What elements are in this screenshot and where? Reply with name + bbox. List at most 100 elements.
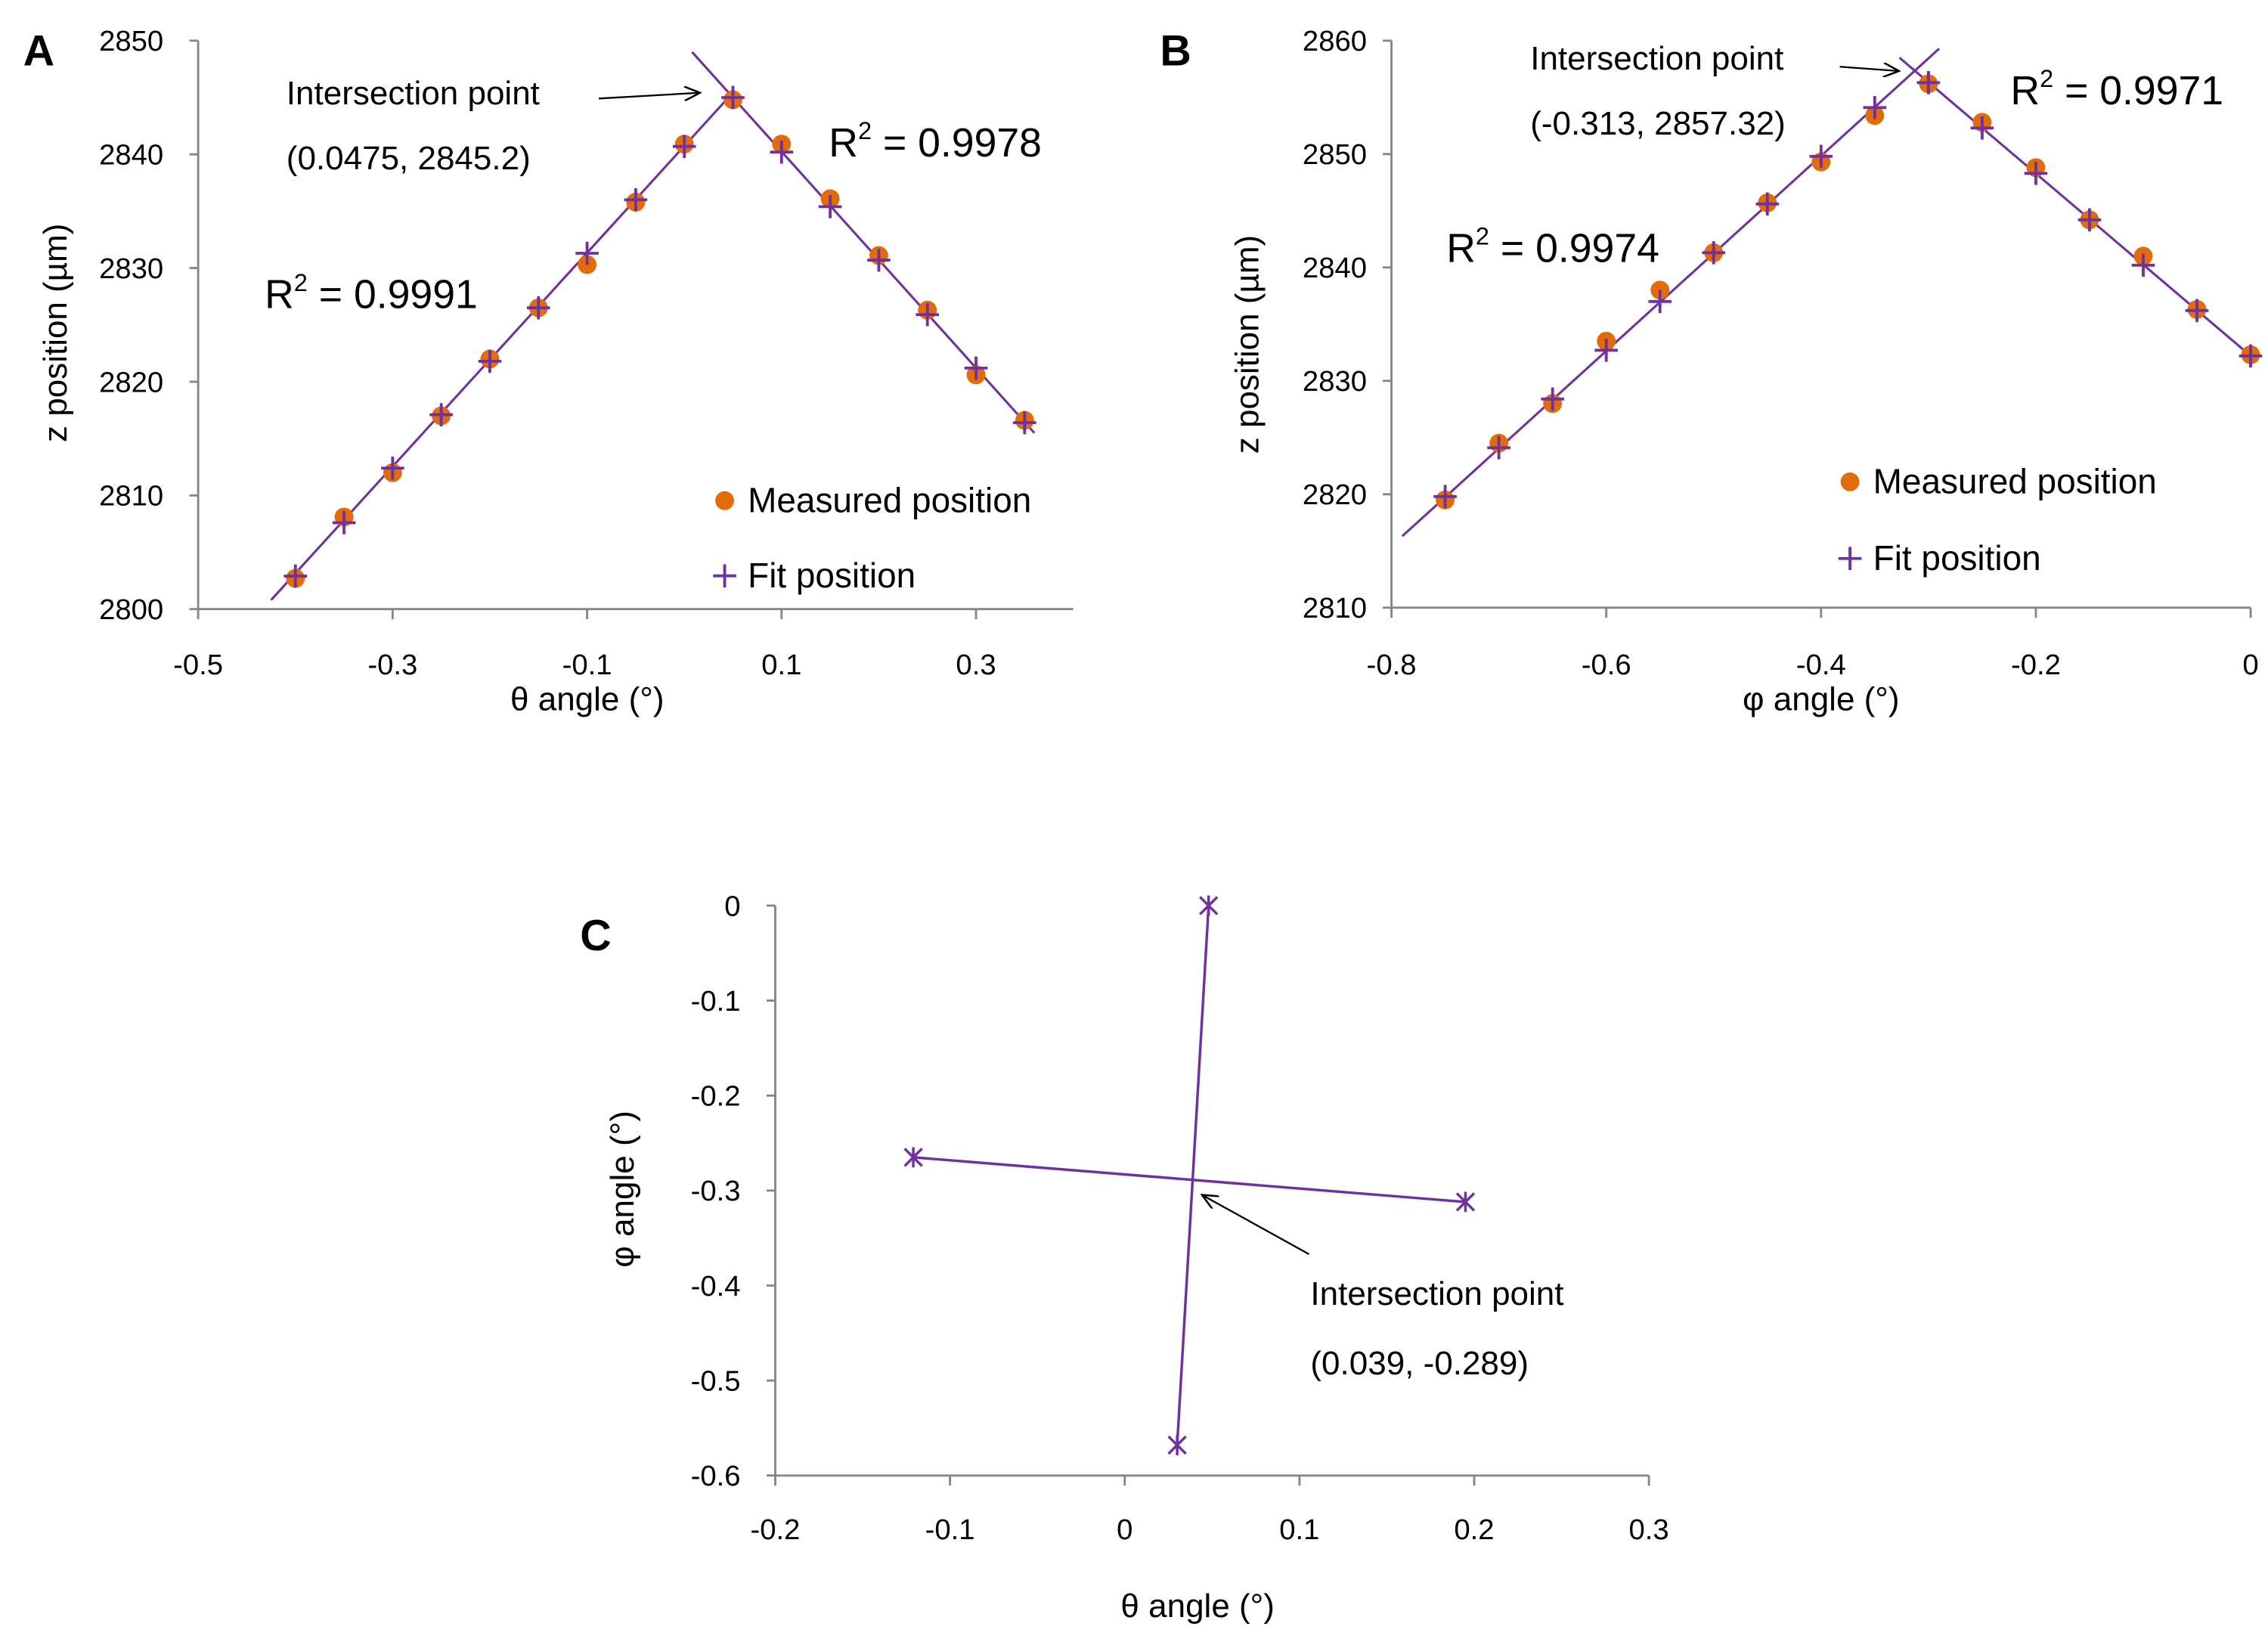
- legend-fit-a: Fit position: [748, 556, 916, 595]
- y-tick-label: -0.6: [691, 1460, 741, 1492]
- fit-point: [672, 135, 696, 158]
- fit-point: [332, 511, 356, 534]
- annotation-arrow-a: [599, 93, 700, 99]
- chart-c: C θ angle (°) φ angle (°) Intersection p…: [580, 890, 1668, 1625]
- annotation-coords-b: (-0.313, 2857.32): [1530, 105, 1786, 142]
- legend-plus-icon-b: [1838, 547, 1862, 571]
- scan-line: [1176, 905, 1210, 1445]
- fit-point: [624, 188, 648, 212]
- r2-right-b: R2 = 0.9971: [2010, 65, 2223, 113]
- y-tick-label: 2820: [1303, 479, 1367, 511]
- x-tick-label: -0.8: [1367, 649, 1417, 681]
- x-tick-label: -0.3: [367, 649, 417, 681]
- y-tick-label: 2830: [1303, 365, 1367, 398]
- star-marker: [903, 1147, 923, 1168]
- y-tick-label: 2860: [1303, 25, 1367, 57]
- legend-measured-a: Measured position: [748, 481, 1031, 520]
- fit-point: [1970, 116, 1994, 140]
- y-tick-label: 2820: [99, 366, 163, 398]
- x-tick-label: 0.1: [761, 649, 801, 681]
- y-tick-label: 2850: [99, 25, 163, 57]
- chart-b: B φ angle (°) z position (µm) Intersecti…: [1160, 25, 2263, 718]
- x-tick-label: -0.5: [173, 649, 223, 681]
- fit-point: [2077, 208, 2102, 232]
- fit-point: [2024, 161, 2048, 185]
- y-tick-label: -0.3: [691, 1175, 741, 1207]
- fit-point: [284, 564, 308, 588]
- annotation-arrow-c: [1202, 1195, 1310, 1256]
- fit-point: [770, 140, 794, 164]
- x-tick-label: -0.1: [562, 649, 612, 681]
- y-axis-label-c: φ angle (°): [604, 1111, 641, 1268]
- y-tick-label: -0.2: [691, 1080, 741, 1113]
- fit-point: [478, 349, 502, 373]
- x-tick-label: 0.3: [956, 649, 996, 681]
- y-tick-label: -0.1: [691, 985, 741, 1018]
- annotation-arrow-b: [1839, 67, 1899, 71]
- fit-point: [1487, 435, 1510, 460]
- fit-point: [526, 296, 550, 320]
- fit-point: [867, 248, 891, 272]
- annotation-label-b: Intersection point: [1530, 40, 1783, 77]
- x-tick-label: 0: [1117, 1513, 1132, 1546]
- x-tick-label: -0.2: [751, 1513, 801, 1546]
- y-tick-label: 2840: [1303, 252, 1367, 284]
- fit-line: [1401, 48, 1941, 538]
- legend-measured-b: Measured position: [1873, 462, 2157, 501]
- legend-plus-icon-a: [713, 564, 736, 588]
- fit-point: [2239, 344, 2263, 368]
- annotation-coords-c: (0.039, -0.289): [1310, 1345, 1529, 1382]
- fit-point: [575, 241, 599, 265]
- x-tick-label: -0.1: [925, 1513, 975, 1546]
- x-tick-label: -0.4: [1796, 649, 1846, 681]
- x-axis-label-a: θ angle (°): [510, 681, 664, 718]
- fit-point: [1541, 387, 1564, 411]
- panel-label-b: B: [1160, 26, 1191, 75]
- x-tick-label: 0: [2242, 649, 2258, 681]
- legend-fit-b: Fit position: [1873, 538, 2041, 578]
- x-axis-label-b: φ angle (°): [1743, 681, 1900, 718]
- star-marker: [1167, 1435, 1187, 1455]
- y-tick-label: -0.5: [691, 1365, 741, 1398]
- legend-dot-icon-a: [715, 491, 734, 510]
- y-tick-label: 2840: [99, 139, 163, 172]
- y-tick-label: -0.4: [691, 1270, 741, 1303]
- annotation-label-c: Intersection point: [1310, 1275, 1563, 1312]
- annotation-label-a: Intersection point: [287, 75, 540, 112]
- scan-line: [912, 1156, 1466, 1204]
- y-tick-label: 2810: [99, 480, 163, 513]
- fit-point: [1648, 290, 1672, 314]
- fit-point: [429, 403, 453, 426]
- fit-point: [2131, 253, 2155, 277]
- star-marker: [1455, 1191, 1476, 1213]
- fit-point: [1702, 240, 1726, 265]
- annotation-coords-a: (0.0475, 2845.2): [287, 140, 531, 177]
- fit-point: [964, 356, 988, 380]
- panel-label-c: C: [580, 912, 611, 960]
- fit-point: [1809, 144, 1833, 169]
- y-tick-label: 2850: [1303, 138, 1367, 171]
- y-axis-label-b: z position (µm): [1229, 235, 1266, 454]
- fit-point: [1594, 338, 1618, 362]
- x-tick-label: -0.6: [1582, 649, 1631, 681]
- legend-dot-icon-b: [1840, 472, 1860, 491]
- fit-point: [2185, 299, 2209, 323]
- fit-point: [818, 195, 842, 218]
- fit-point: [381, 456, 404, 480]
- fit-point: [721, 85, 745, 110]
- r2-left-a: R2 = 0.9991: [265, 269, 478, 318]
- r2-left-b: R2 = 0.9974: [1446, 223, 1659, 271]
- y-tick-label: 0: [724, 890, 740, 922]
- star-marker: [1198, 895, 1219, 916]
- x-axis-label-c: θ angle (°): [1120, 1588, 1274, 1625]
- fit-point: [916, 302, 940, 327]
- fit-point: [1013, 410, 1036, 435]
- x-tick-label: 0.2: [1454, 1513, 1494, 1546]
- y-axis-label-a: z position (µm): [37, 224, 74, 442]
- fit-point: [1755, 192, 1780, 216]
- fit-point: [1433, 485, 1457, 509]
- y-tick-label: 2810: [1303, 592, 1367, 624]
- x-tick-label: 0.1: [1279, 1513, 1319, 1546]
- x-tick-label: -0.2: [2011, 649, 2061, 681]
